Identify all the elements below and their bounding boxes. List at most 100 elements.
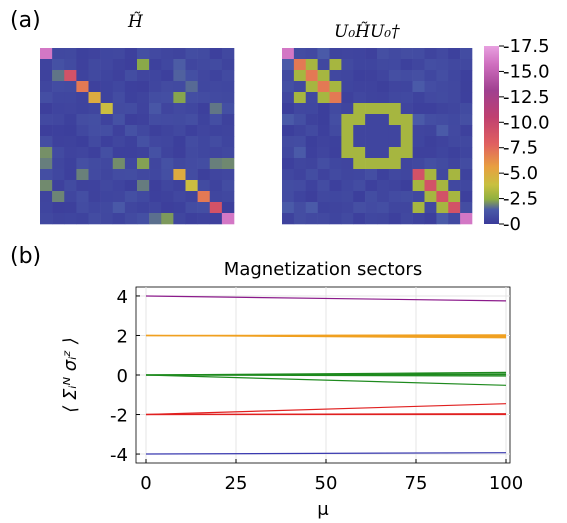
- heatmap-cell: [112, 147, 126, 159]
- heatmap-cell: [40, 213, 53, 225]
- heatmap-cell: [221, 114, 235, 126]
- heatmap-cell: [353, 103, 366, 115]
- heatmap-cell: [137, 81, 150, 93]
- heatmap-cell: [52, 125, 65, 137]
- heatmap-cell: [400, 202, 413, 214]
- heatmap-cell: [149, 191, 162, 203]
- heatmap-cell: [173, 213, 186, 225]
- heatmap-cell: [52, 202, 65, 214]
- heatmap-cell: [377, 191, 390, 203]
- colorbar: -17.5 -15.0 -12.5 -10.0 -7.5 -5.0 -2.5 -0: [484, 36, 550, 235]
- heatmap-cell: [100, 180, 114, 192]
- heatmap-cell: [52, 114, 65, 126]
- heatmap-cell: [173, 180, 186, 192]
- heatmap-cell: [197, 114, 211, 126]
- heatmap-cell: [436, 147, 449, 159]
- heatmap-cell: [329, 103, 342, 115]
- heatmap-cell: [317, 92, 330, 104]
- heatmap-cell: [76, 147, 89, 159]
- heatmap-cell: [209, 125, 223, 137]
- heatmap-cell: [293, 103, 307, 115]
- heatmap-cell: [40, 48, 53, 60]
- heatmap-cell: [100, 48, 114, 60]
- heatmap-cell: [64, 59, 77, 71]
- heatmap-cell: [424, 169, 437, 181]
- heatmap-cell: [305, 48, 318, 60]
- heatmap-cell: [436, 136, 449, 148]
- heatmap-cell: [221, 81, 235, 93]
- heatmap-cell: [173, 59, 186, 71]
- heatmap-cell: [100, 114, 114, 126]
- heatmap-cell: [112, 169, 126, 181]
- heatmap-cell: [52, 103, 65, 115]
- heatmap-cell: [460, 48, 473, 60]
- panel-b-label: (b): [10, 244, 42, 269]
- heatmap-cell: [76, 136, 89, 148]
- heatmap-cell: [412, 180, 425, 192]
- heatmap-cell: [341, 202, 354, 214]
- heatmap-cell: [377, 158, 390, 170]
- heatmap-cell: [197, 158, 211, 170]
- heatmap-cell: [448, 180, 461, 192]
- heatmap-cell: [293, 70, 307, 82]
- heatmap-cell: [329, 70, 342, 82]
- heatmap-cell: [377, 70, 390, 82]
- heatmap-cell: [197, 180, 211, 192]
- heatmap-cell: [460, 70, 473, 82]
- heatmap-cell: [305, 103, 318, 115]
- heatmap-cell: [137, 147, 150, 159]
- heatmap-cell: [137, 180, 150, 192]
- colorbar-tick-label: -10.0: [503, 112, 550, 133]
- heatmap-cell: [341, 103, 354, 115]
- heatmap-cell: [52, 59, 65, 71]
- heatmap-cell: [76, 92, 89, 104]
- heatmap-cell: [209, 136, 223, 148]
- heatmap-cell: [353, 125, 366, 137]
- heatmap-cell: [149, 48, 162, 60]
- heatmap-cell: [64, 158, 77, 170]
- y-tick-label: 0: [117, 366, 128, 387]
- heatmap-cell: [197, 81, 211, 93]
- heatmap-cell: [88, 92, 101, 104]
- heatmap-cell: [112, 125, 126, 137]
- heatmap-cell: [185, 48, 198, 60]
- heatmap-cell: [100, 191, 114, 203]
- heatmap-cell: [173, 125, 186, 137]
- heatmap-cell: [197, 59, 211, 71]
- heatmap-cell: [221, 213, 235, 225]
- heatmap-cell: [221, 59, 235, 71]
- heatmap-cell: [100, 92, 114, 104]
- heatmap-cell: [365, 191, 378, 203]
- heatmap-cell: [448, 114, 461, 126]
- heatmap-cell: [412, 147, 425, 159]
- heatmap-cell: [412, 213, 425, 225]
- heatmap-cell: [209, 103, 223, 115]
- heatmap-cell: [161, 59, 174, 71]
- heatmap-cell: [161, 103, 174, 115]
- heatmap-cell: [282, 213, 295, 225]
- series-line-0: [145, 295, 507, 302]
- heatmap-cell: [317, 114, 330, 126]
- heatmap-cell: [88, 158, 101, 170]
- heatmap-cell: [197, 191, 211, 203]
- heatmap-cell: [341, 125, 354, 137]
- heatmap-cell: [317, 147, 330, 159]
- heatmap-cell: [436, 125, 449, 137]
- heatmap-cell: [412, 48, 425, 60]
- heatmap-cell: [197, 202, 211, 214]
- heatmap-cell: [282, 81, 295, 93]
- heatmap-cell: [365, 125, 378, 137]
- heatmap-cell: [436, 213, 449, 225]
- heatmap-cell: [137, 103, 150, 115]
- heatmap-cell: [400, 136, 413, 148]
- heatmap-cell: [197, 147, 211, 159]
- heatmap-cell: [173, 136, 186, 148]
- heatmap-cell: [460, 114, 473, 126]
- heatmap-cell: [377, 59, 390, 71]
- heatmap-cell: [209, 158, 223, 170]
- heatmap-cell: [76, 191, 89, 203]
- y-tick-label: 2: [117, 326, 128, 347]
- x-tick-label: 25: [225, 473, 248, 494]
- heatmap-cell: [112, 70, 126, 82]
- heatmap-cell: [52, 191, 65, 203]
